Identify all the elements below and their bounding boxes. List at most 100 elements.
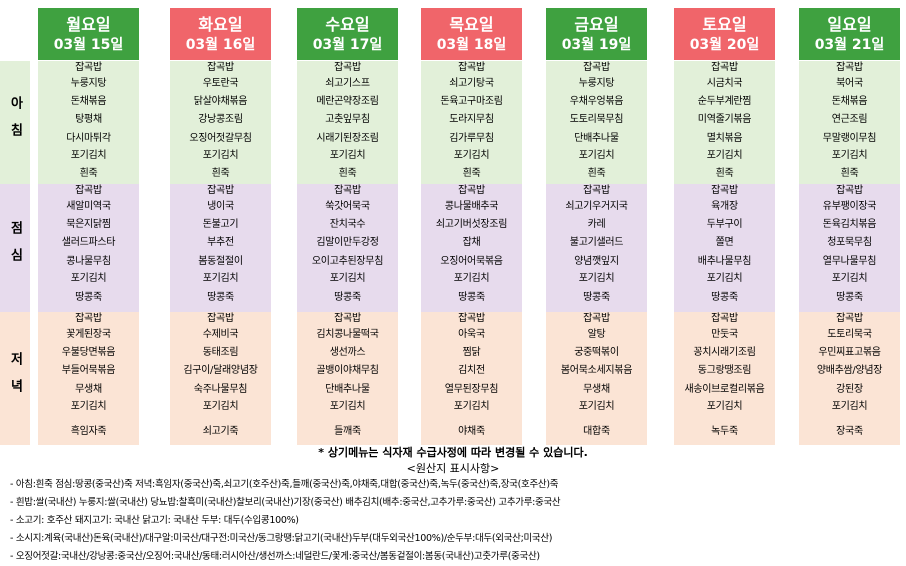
origin-list: - 아침:흰죽 점심:땅콩(중국산)죽 저녁:흑임자(중국산)죽,쇠고기(호주산…: [10, 476, 900, 566]
menu-item: 포기김치: [706, 273, 743, 284]
day-column: 일요일 03월 21일 잡곡밥 북어국 돈채볶음 연근조림 무말랭이무침 포기김치 흰죽 잡곡밥 유…: [799, 0, 900, 445]
meal-cell-breakfast: 잡곡밥 시금치국 순두부계란찜 미역줄기볶음 멸치볶음 포기김치 흰죽: [674, 61, 775, 184]
menu-item: 잡곡밥: [711, 185, 738, 196]
day-name: 금요일: [574, 14, 619, 34]
menu-item: 배추나물무침: [697, 256, 752, 267]
menu-change-notice: * 상기메뉴는 식자재 수급사정에 따라 변경될 수 있습니다.: [318, 446, 588, 459]
menu-item: 열무나물무침: [822, 256, 877, 267]
menu-item: 김치전: [458, 365, 485, 376]
menu-item: 땅콩죽: [711, 292, 738, 303]
menu-item: 묵은지닭찜: [66, 219, 111, 230]
menu-item: 흰죽: [79, 168, 98, 179]
day-name: 목요일: [449, 14, 494, 34]
menu-item: 포기김치: [831, 401, 868, 412]
menu-item: 흰죽: [462, 168, 481, 179]
menu-item: 유부팽이장국: [822, 201, 877, 212]
menu-item: 오징어어묵볶음: [440, 256, 503, 267]
menu-item: 단배추나물: [325, 384, 370, 395]
meal-cell-dinner: 잡곡밥 김치콩나물떡국 생선까스 골뱅이야채무침 단배추나물 포기김치 들깨죽: [297, 312, 398, 445]
menu-item: 잡곡밥: [583, 185, 610, 196]
menu-item: 잔치국수: [329, 219, 366, 230]
menu-item: 잡곡밥: [75, 62, 102, 73]
menu-item: 포기김치: [578, 150, 615, 161]
meal-cell-lunch: 잡곡밥 쇠고기우거지국 카레 불고기샐러드 양념깻잎지 포기김치 땅콩죽: [546, 184, 647, 312]
menu-item: 잡곡밥: [458, 62, 485, 73]
menu-item: 포기김치: [453, 273, 490, 284]
menu-item: 우토란국: [202, 78, 239, 89]
menu-item: 고춧잎무침: [325, 114, 370, 125]
menu-item: 잡곡밥: [583, 62, 610, 73]
menu-item: 쫄면: [715, 237, 734, 248]
meal-cell-dinner: 잡곡밥 꽃게된장국 우불당면볶음 부들어묵볶음 무생채 포기김치 흑임자죽: [38, 312, 139, 445]
menu-item: 흰죽: [715, 168, 734, 179]
menu-item: 잡곡밥: [836, 62, 863, 73]
menu-item: 잡곡밥: [207, 62, 234, 73]
day-header: 월요일 03월 15일: [38, 8, 139, 60]
menu-item: 포기김치: [706, 150, 743, 161]
menu-item: 포기김치: [831, 150, 868, 161]
day-column: 화요일 03월 16일 잡곡밥 우토란국 닭살야채볶음 강낭콩조림 오징어젓갈무침 포기김치 흰…: [170, 0, 271, 445]
meal-label-breakfast: 아침: [0, 61, 30, 184]
menu-item: 녹두죽: [711, 426, 738, 437]
menu-item: 포기김치: [202, 273, 239, 284]
menu-item: 땅콩죽: [75, 292, 102, 303]
menu-item: 포기김치: [329, 150, 366, 161]
menu-item: 포기김치: [578, 273, 615, 284]
meal-label-lunch: 점심: [0, 184, 30, 312]
day-name: 일요일: [827, 14, 872, 34]
day-column: 월요일 03월 15일 잡곡밥 누룽지탕 돈채볶음 탕평채 다시마튀각 포기김치 흰죽 잡곡밥 새알…: [38, 0, 139, 445]
day-header: 화요일 03월 16일: [170, 8, 271, 60]
origin-line: - 소고기: 호주산 돼지고기: 국내산 닭고기: 국내산 두부: 대두(수입콩…: [10, 515, 299, 526]
menu-item: 메란곤약장조림: [316, 96, 379, 107]
day-name: 토요일: [702, 14, 747, 34]
menu-item: 꽃게된장국: [66, 329, 111, 340]
meal-cell-breakfast: 잡곡밥 쇠고기스프 메란곤약장조림 고춧잎무침 시래기된장조림 포기김치 흰죽: [297, 61, 398, 184]
menu-item: 양배추쌈/양념장: [816, 365, 883, 376]
menu-item: 새송이브로컬리볶음: [684, 384, 765, 395]
menu-item: 불고기샐러드: [569, 237, 624, 248]
menu-item: 육개장: [711, 201, 738, 212]
day-date: 03월 16일: [185, 36, 256, 53]
menu-item: 우불당면볶음: [61, 347, 116, 358]
menu-item: 부들어묵볶음: [61, 365, 116, 376]
menu-item: 알탕: [587, 329, 606, 340]
menu-item: 잡곡밥: [334, 62, 361, 73]
menu-item: 흰죽: [587, 168, 606, 179]
menu-item: 도토리묵무침: [569, 114, 624, 125]
day-column: 토요일 03월 20일 잡곡밥 시금치국 순두부계란찜 미역줄기볶음 멸치볶음 포기김치 흰죽 잡…: [674, 0, 775, 445]
menu-item: 잡곡밥: [836, 185, 863, 196]
menu-item: 무말랭이무침: [822, 133, 877, 144]
menu-item: 쇠고기죽: [202, 426, 239, 437]
menu-item: 콩나물배추국: [444, 201, 499, 212]
day-name: 화요일: [198, 14, 243, 34]
menu-item: 잡곡밥: [75, 185, 102, 196]
day-name: 월요일: [66, 14, 111, 34]
origin-title: <원산지 표시사항>: [406, 462, 500, 475]
menu-item: 포기김치: [70, 401, 107, 412]
menu-item: 무생채: [583, 384, 610, 395]
meal-cell-breakfast: 잡곡밥 우토란국 닭살야채볶음 강낭콩조림 오징어젓갈무침 포기김치 흰죽: [170, 61, 271, 184]
meal-cell-dinner: 잡곡밥 아욱국 찜닭 김치전 열무된장무침 포기김치 야채죽: [421, 312, 522, 445]
menu-item: 쇠고기우거지국: [565, 201, 628, 212]
origin-line: - 흰밥:쌀(국내산) 누룽지:쌀(국내산) 당뇨밥:찰흑미(국내산)찰보리(국…: [10, 497, 561, 508]
day-header: 수요일 03월 17일: [297, 8, 398, 60]
meal-cell-dinner: 잡곡밥 알탕 궁중떡볶이 봄어묵소세지볶음 무생채 포기김치 대합죽: [546, 312, 647, 445]
menu-item: 포기김치: [453, 150, 490, 161]
menu-item: 잡곡밥: [207, 313, 234, 324]
menu-item: 생선까스: [329, 347, 366, 358]
menu-item: 열무된장무침: [444, 384, 499, 395]
menu-item: 도토리묵국: [827, 329, 872, 340]
menu-item: 김가루무침: [449, 133, 494, 144]
menu-item: 잡곡밥: [207, 185, 234, 196]
menu-item: 무생채: [75, 384, 102, 395]
day-header: 목요일 03월 18일: [421, 8, 522, 60]
menu-item: 포기김치: [202, 150, 239, 161]
day-header: 일요일 03월 21일: [799, 8, 900, 60]
menu-item: 땅콩죽: [836, 292, 863, 303]
menu-item: 돈불고기: [202, 219, 239, 230]
meal-cell-breakfast: 잡곡밥 쇠고기탕국 돈육고구마조림 도라지무침 김가루무침 포기김치 흰죽: [421, 61, 522, 184]
meal-label-text: 점심: [7, 221, 23, 275]
menu-item: 아욱국: [458, 329, 485, 340]
menu-item: 탕평채: [75, 114, 102, 125]
menu-item: 잡곡밥: [75, 313, 102, 324]
